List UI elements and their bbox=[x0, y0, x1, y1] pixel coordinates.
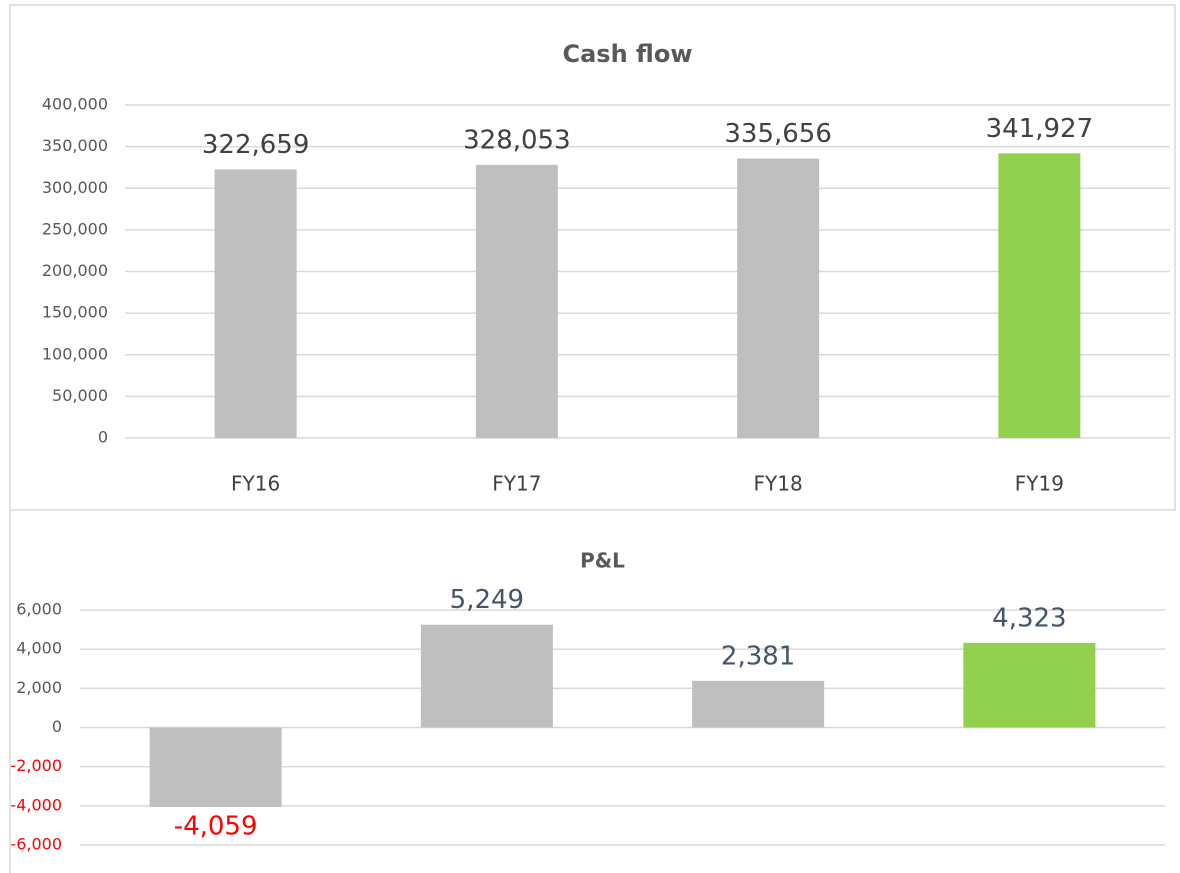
value-label: 5,249 bbox=[450, 585, 524, 615]
y-tick-label: 300,000 bbox=[42, 178, 108, 197]
y-tick-label: 100,000 bbox=[42, 344, 108, 363]
y-tick-label: 250,000 bbox=[42, 219, 108, 238]
y-tick-label: 150,000 bbox=[42, 303, 108, 322]
bar bbox=[214, 169, 297, 438]
y-tick-label: 0 bbox=[98, 428, 108, 447]
x-tick-label: FY17 bbox=[492, 472, 541, 496]
bar bbox=[998, 153, 1081, 439]
y-tick-label: 400,000 bbox=[42, 95, 108, 114]
value-label: 335,656 bbox=[724, 119, 832, 149]
value-label: 4,323 bbox=[992, 603, 1066, 633]
chart-title: Cash flow bbox=[563, 40, 693, 68]
value-label: 328,053 bbox=[463, 125, 571, 155]
cash-flow-frame bbox=[9, 4, 1176, 511]
bar bbox=[737, 158, 820, 438]
y-tick-label: 2,000 bbox=[16, 678, 62, 697]
y-tick-label: 200,000 bbox=[42, 261, 108, 280]
value-label: -4,059 bbox=[174, 811, 258, 841]
y-tick-label: -2,000 bbox=[10, 756, 62, 775]
chart-title: P&L bbox=[580, 549, 625, 573]
bar bbox=[149, 727, 282, 807]
x-tick-label: FY19 bbox=[1015, 472, 1064, 496]
y-tick-label: -4,000 bbox=[10, 795, 62, 814]
y-tick-label: 4,000 bbox=[16, 639, 62, 658]
y-tick-label: -6,000 bbox=[10, 835, 62, 854]
x-tick-label: FY18 bbox=[754, 472, 803, 496]
y-tick-label: 350,000 bbox=[42, 136, 108, 155]
bar bbox=[475, 164, 558, 438]
value-label: 322,659 bbox=[202, 130, 310, 160]
value-label: 2,381 bbox=[721, 641, 795, 671]
bar bbox=[963, 642, 1096, 728]
y-tick-label: 50,000 bbox=[52, 386, 108, 405]
y-tick-label: 6,000 bbox=[16, 600, 62, 619]
x-tick-label: FY16 bbox=[231, 472, 280, 496]
bar bbox=[692, 680, 825, 728]
value-label: 341,927 bbox=[986, 114, 1094, 144]
bar bbox=[420, 624, 553, 728]
y-tick-label: 0 bbox=[52, 717, 62, 736]
